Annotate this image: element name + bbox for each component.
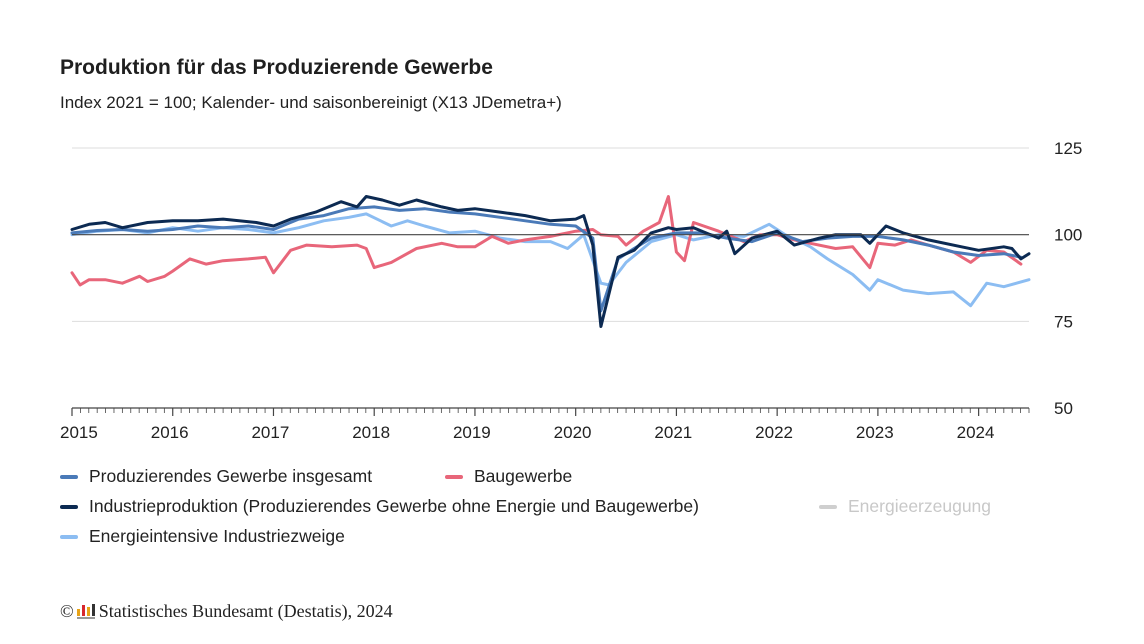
legend-label-bau: Baugewerbe <box>474 466 573 486</box>
source-text: Statistisches Bundesamt (Destatis), 2024 <box>98 601 393 621</box>
x-tick-label-2020: 2020 <box>554 423 592 442</box>
line-chart: 50 75 100 125 2015 2016 2017 2018 2019 2020 2021 20… <box>60 139 1082 442</box>
legend-swatch-gesamt <box>60 474 78 479</box>
tick-labels: 50 75 100 125 2015 2016 2017 2018 2019 2020 2021 20… <box>60 139 1082 442</box>
legend-swatch-energie <box>819 504 837 509</box>
legend-swatch-industrie <box>60 504 78 509</box>
legend-item-energie[interactable]: Energieerzeugung <box>819 496 991 517</box>
legend-item-intensiv[interactable]: Energieintensive Industriezweige <box>60 526 345 547</box>
y-tick-label-125: 125 <box>1054 139 1082 158</box>
y-tick-label-100: 100 <box>1054 226 1082 245</box>
legend-label-intensiv: Energieintensive Industriezweige <box>89 526 345 546</box>
source-footer: © Statistisches Bundesamt (Destatis), 20… <box>60 601 393 622</box>
legend-label-industrie: Industrieproduktion (Produzierendes Gewe… <box>89 496 699 516</box>
x-tick-label-2018: 2018 <box>352 423 390 442</box>
legend-item-gesamt[interactable]: Produzierendes Gewerbe insgesamt <box>60 466 372 487</box>
x-tick-label-2024: 2024 <box>957 423 995 442</box>
series-line-bau <box>70 195 1023 287</box>
legend-label-gesamt: Produzierendes Gewerbe insgesamt <box>89 466 373 486</box>
series-line-industrie <box>70 195 1031 328</box>
y-tick-label-50: 50 <box>1054 399 1073 418</box>
chart-title: Produktion für das Produzierende Gewerbe <box>60 56 493 79</box>
legend-label-energie: Energieerzeugung <box>848 496 992 516</box>
copyright-symbol: © <box>60 601 74 621</box>
x-tick-label-2016: 2016 <box>151 423 189 442</box>
x-tick-label-2021: 2021 <box>654 423 692 442</box>
legend-item-bau[interactable]: Baugewerbe <box>445 466 572 487</box>
series-line-gesamt <box>70 205 1023 313</box>
x-tick-label-2023: 2023 <box>856 423 894 442</box>
chart-subtitle: Index 2021 = 100; Kalender- und saisonbe… <box>60 93 562 112</box>
destatis-logo-icon <box>76 603 95 619</box>
grid-lines <box>72 147 1029 322</box>
x-tick-label-2015: 2015 <box>60 423 98 442</box>
x-tick-label-2017: 2017 <box>251 423 289 442</box>
legend-swatch-bau <box>445 474 463 479</box>
x-tick-label-2019: 2019 <box>453 423 491 442</box>
legend-item-industrie[interactable]: Industrieproduktion (Produzierendes Gewe… <box>60 496 699 517</box>
series-lines <box>70 195 1031 328</box>
legend-swatch-intensiv <box>60 534 78 539</box>
y-tick-label-75: 75 <box>1054 312 1073 331</box>
x-tick-label-2022: 2022 <box>755 423 793 442</box>
x-axis <box>71 407 1030 416</box>
